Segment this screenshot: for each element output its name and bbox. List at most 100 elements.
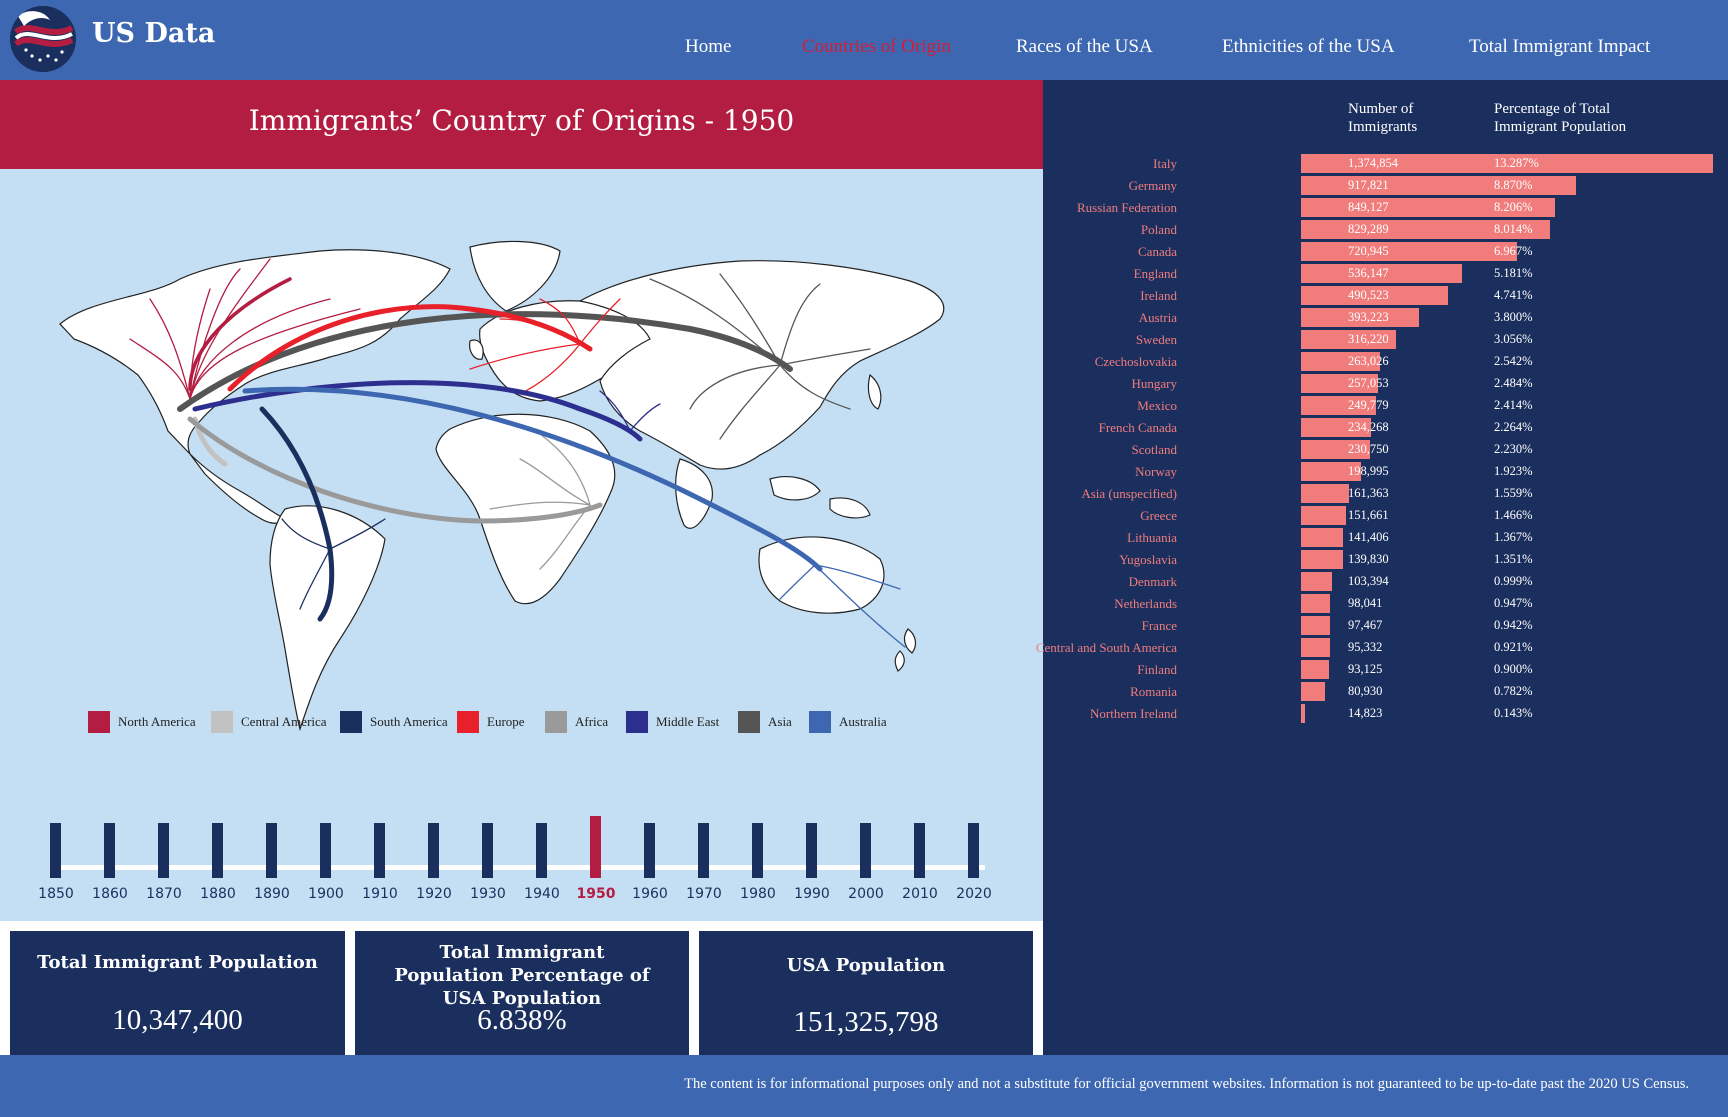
timeline-year-label[interactable]: 1950 xyxy=(576,886,616,902)
table-row[interactable]: Romania 80,930 0.782% xyxy=(1043,682,1728,702)
legend-middle-east[interactable]: Middle East xyxy=(626,711,719,733)
table-row[interactable]: Lithuania 141,406 1.367% xyxy=(1043,528,1728,548)
table-row[interactable]: France 97,467 0.942% xyxy=(1043,616,1728,636)
immigrant-count-bar xyxy=(1301,462,1361,481)
timeline-tick-1900[interactable] xyxy=(320,823,331,878)
legend-south-america[interactable]: South America xyxy=(340,711,448,733)
table-row[interactable]: Greece 151,661 1.466% xyxy=(1043,506,1728,526)
timeline-year-label[interactable]: 1970 xyxy=(686,886,722,902)
immigrant-count-bar xyxy=(1301,550,1343,569)
flag-globe-logo-icon[interactable] xyxy=(10,6,76,72)
timeline-year-label[interactable]: 1880 xyxy=(200,886,236,902)
immigrant-count-bar xyxy=(1301,616,1331,635)
immigrant-count-bar xyxy=(1301,682,1326,701)
immigrant-percent: 2.542% xyxy=(1494,354,1533,368)
timeline-tick-1960[interactable] xyxy=(644,823,655,878)
legend-australia[interactable]: Australia xyxy=(809,711,887,733)
timeline-tick-1970[interactable] xyxy=(698,823,709,878)
legend-swatch xyxy=(211,711,233,733)
timeline-tick-2020[interactable] xyxy=(968,823,979,878)
immigrant-count: 230,750 xyxy=(1348,442,1389,456)
nav-total-immigrant-impact[interactable]: Total Immigrant Impact xyxy=(1469,36,1651,57)
timeline-tick-2000[interactable] xyxy=(860,823,871,878)
legend-swatch xyxy=(809,711,831,733)
immigrant-count-bar xyxy=(1301,396,1376,415)
country-name: Yugoslavia xyxy=(1119,552,1177,567)
timeline-year-label[interactable]: 1980 xyxy=(740,886,776,902)
table-row[interactable]: Hungary 257,053 2.484% xyxy=(1043,374,1728,394)
table-row[interactable]: Austria 393,223 3.800% xyxy=(1043,308,1728,328)
immigrant-count-bar xyxy=(1301,198,1556,217)
timeline-year-label[interactable]: 1920 xyxy=(416,886,452,902)
immigrant-count-bar xyxy=(1301,330,1396,349)
nav-ethnicities[interactable]: Ethnicities of the USA xyxy=(1222,36,1395,57)
table-row[interactable]: Norway 198,995 1.923% xyxy=(1043,462,1728,482)
table-row[interactable]: Sweden 316,220 3.056% xyxy=(1043,330,1728,350)
timeline-year-label[interactable]: 2000 xyxy=(848,886,884,902)
table-row[interactable]: Germany 917,821 8.870% xyxy=(1043,176,1728,196)
timeline-tick-1950[interactable] xyxy=(590,816,601,878)
nav-countries-of-origin[interactable]: Countries of Origin xyxy=(802,36,951,57)
timeline-tick-1860[interactable] xyxy=(104,823,115,878)
country-name: Czechoslovakia xyxy=(1094,354,1177,369)
table-row[interactable]: Netherlands 98,041 0.947% xyxy=(1043,594,1728,614)
timeline-year-label[interactable]: 1860 xyxy=(92,886,128,902)
table-row[interactable]: Poland 829,289 8.014% xyxy=(1043,220,1728,240)
table-row[interactable]: Russian Federation 849,127 8.206% xyxy=(1043,198,1728,218)
stat-total-immigrant-population: Total Immigrant Population 10,347,400 xyxy=(10,931,345,1055)
legend-europe[interactable]: Europe xyxy=(457,711,525,733)
timeline-tick-1910[interactable] xyxy=(374,823,385,878)
country-name: Sweden xyxy=(1135,332,1177,347)
timeline-year-label[interactable]: 2010 xyxy=(902,886,938,902)
immigrant-percent: 1.923% xyxy=(1494,464,1533,478)
table-row[interactable]: Ireland 490,523 4.741% xyxy=(1043,286,1728,306)
nav-races[interactable]: Races of the USA xyxy=(1016,36,1153,57)
timeline-tick-1980[interactable] xyxy=(752,823,763,878)
timeline-tick-1990[interactable] xyxy=(806,823,817,878)
legend-north-america[interactable]: North America xyxy=(88,711,196,733)
timeline-year-label[interactable]: 1910 xyxy=(362,886,398,902)
legend-central-america[interactable]: Central America xyxy=(211,711,327,733)
country-name: Scotland xyxy=(1131,442,1178,457)
timeline-year-label[interactable]: 1850 xyxy=(38,886,74,902)
timeline-year-label[interactable]: 1900 xyxy=(308,886,344,902)
top-navigation-bar: US Data Home Countries of Origin Races o… xyxy=(0,0,1728,80)
table-row[interactable]: England 536,147 5.181% xyxy=(1043,264,1728,284)
nav-home[interactable]: Home xyxy=(685,36,732,57)
table-row[interactable]: Central and South America 95,332 0.921% xyxy=(1036,638,1728,658)
legend-asia[interactable]: Asia xyxy=(738,711,792,733)
immigrant-percent: 8.870% xyxy=(1494,178,1533,192)
table-row[interactable]: Scotland 230,750 2.230% xyxy=(1043,440,1728,460)
table-row[interactable]: Italy 1,374,854 13.287% xyxy=(1043,154,1728,174)
table-row[interactable]: Northern Ireland 14,823 0.143% xyxy=(1043,704,1728,724)
legend-africa[interactable]: Africa xyxy=(545,711,608,733)
table-row[interactable]: Denmark 103,394 0.999% xyxy=(1043,572,1728,592)
table-row[interactable]: Czechoslovakia 263,026 2.542% xyxy=(1043,352,1728,372)
timeline-year-label[interactable]: 2020 xyxy=(956,886,992,902)
timeline-tick-1930[interactable] xyxy=(482,823,493,878)
timeline-year-label[interactable]: 1930 xyxy=(470,886,506,902)
table-row[interactable]: French Canada 234,268 2.264% xyxy=(1043,418,1728,438)
timeline-tick-1870[interactable] xyxy=(158,823,169,878)
timeline-tick-1890[interactable] xyxy=(266,823,277,878)
timeline-year-label[interactable]: 1960 xyxy=(632,886,668,902)
timeline-tick-1920[interactable] xyxy=(428,823,439,878)
table-row[interactable]: Asia (unspecified) 161,363 1.559% xyxy=(1043,484,1728,504)
timeline-tick-1850[interactable] xyxy=(50,823,61,878)
timeline-year-label[interactable]: 1990 xyxy=(794,886,830,902)
timeline-year-label[interactable]: 1890 xyxy=(254,886,290,902)
table-row[interactable]: Yugoslavia 139,830 1.351% xyxy=(1043,550,1728,570)
table-row[interactable]: Finland 93,125 0.900% xyxy=(1043,660,1728,680)
timeline-year-label[interactable]: 1940 xyxy=(524,886,560,902)
brand-title[interactable]: US Data xyxy=(92,18,216,49)
timeline-tick-2010[interactable] xyxy=(914,823,925,878)
timeline-tick-1940[interactable] xyxy=(536,823,547,878)
immigrant-percent: 1.367% xyxy=(1494,530,1533,544)
legend-swatch xyxy=(340,711,362,733)
country-name: Canada xyxy=(1138,244,1177,259)
table-row[interactable]: Mexico 249,779 2.414% xyxy=(1043,396,1728,416)
immigrant-count: 536,147 xyxy=(1348,266,1389,280)
table-row[interactable]: Canada 720,945 6.967% xyxy=(1043,242,1728,262)
timeline-year-label[interactable]: 1870 xyxy=(146,886,182,902)
timeline-tick-1880[interactable] xyxy=(212,823,223,878)
